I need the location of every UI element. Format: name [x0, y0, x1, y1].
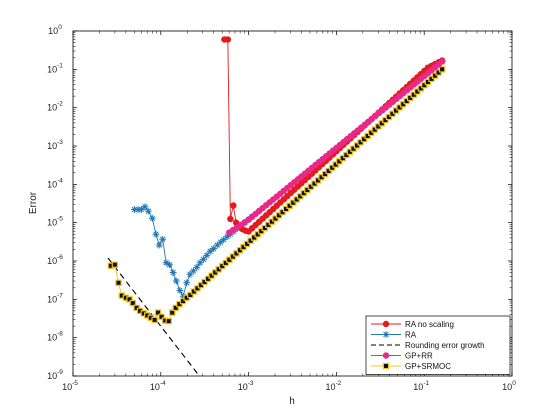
- data-point: [144, 207, 152, 215]
- y-tick-label: 10-3: [47, 139, 63, 151]
- data-point: [227, 215, 234, 223]
- data-point: [154, 309, 162, 316]
- data-point: [129, 299, 137, 307]
- data-point: [438, 58, 446, 65]
- data-point: [165, 317, 172, 325]
- plot-frame: [72, 30, 513, 377]
- x-tick-label: 10-4: [150, 380, 166, 392]
- data-point: [186, 270, 194, 278]
- x-tick-label: 10-5: [62, 380, 78, 392]
- data-point: [223, 233, 231, 241]
- data-point: [203, 251, 211, 259]
- legend-label: RA no scaling: [405, 320, 454, 329]
- x-tick-label: 100: [502, 380, 516, 392]
- legend-label: RA: [405, 331, 417, 340]
- x-tick-label: 10-2: [326, 380, 342, 392]
- data-point: [162, 259, 170, 267]
- y-tick-label: 100: [48, 24, 62, 36]
- data-point: [179, 292, 187, 300]
- y-tick-label: 10-9: [47, 369, 63, 381]
- data-point: [179, 297, 187, 305]
- y-axis-label: Error: [28, 191, 39, 214]
- data-point: [115, 279, 122, 286]
- data-point: [166, 261, 174, 269]
- legend-swatch-marker: [382, 331, 390, 338]
- y-tick-label: 10-1: [47, 62, 63, 74]
- data-point: [137, 206, 145, 213]
- data-point: [438, 66, 446, 73]
- y-axis-ticks: 10-9 10-8 10-7 10-6 10-5 10-4 10-3 10-2 10-1 100: [47, 24, 512, 381]
- legend-label: Rounding error growth: [405, 341, 485, 350]
- data-point: [152, 230, 160, 238]
- data-point: [189, 267, 197, 275]
- legend-label: GP+RR: [405, 352, 433, 361]
- y-tick-label: 10-6: [47, 254, 63, 266]
- legend-swatch-marker: [382, 320, 390, 328]
- y-tick-label: 10-8: [47, 331, 63, 343]
- data-point: [172, 277, 180, 285]
- series-ra: [130, 203, 256, 300]
- data-point: [210, 245, 218, 253]
- series-gp-rr: [225, 58, 446, 236]
- legend-label: GP+SRMOC: [405, 362, 451, 371]
- legend-swatch-marker: [382, 352, 390, 359]
- data-point: [130, 206, 138, 213]
- data-point: [230, 202, 237, 209]
- data-point: [176, 287, 184, 294]
- data-point: [111, 261, 119, 268]
- data-point: [196, 259, 204, 267]
- x-tick-label: 10-3: [238, 380, 254, 392]
- legend-item: GP+RR: [371, 352, 433, 361]
- data-point: [126, 296, 133, 303]
- x-tick-label: 10-1: [413, 380, 429, 392]
- legend-item: RA: [371, 331, 417, 340]
- data-point: [217, 238, 225, 246]
- data-point: [224, 36, 232, 43]
- y-tick-label: 10-2: [47, 101, 63, 113]
- data-point: [193, 264, 201, 271]
- legend-swatch-marker: [382, 362, 390, 370]
- data-point: [169, 269, 177, 276]
- y-tick-label: 10-4: [47, 177, 63, 189]
- data-point: [206, 247, 214, 255]
- data-point: [220, 236, 228, 244]
- data-point: [200, 256, 207, 263]
- series-gp-srmoc: [107, 66, 446, 325]
- legend-item: RA no scaling: [371, 320, 454, 329]
- series-layer: [107, 36, 446, 376]
- data-point: [187, 291, 194, 299]
- data-point: [141, 203, 149, 211]
- data-point: [213, 241, 221, 249]
- data-point: [148, 214, 156, 222]
- data-point: [172, 304, 179, 312]
- legend-item: Rounding error growth: [371, 341, 485, 350]
- x-axis-label: h: [289, 396, 295, 407]
- data-point: [151, 316, 158, 324]
- data-point: [159, 235, 167, 243]
- data-point: [183, 279, 191, 287]
- y-tick-label: 10-5: [47, 216, 63, 228]
- y-tick-label: 10-7: [47, 292, 63, 304]
- data-point: [155, 241, 163, 249]
- data-point: [158, 313, 165, 321]
- data-point: [169, 309, 176, 316]
- legend-item: GP+SRMOC: [371, 362, 451, 371]
